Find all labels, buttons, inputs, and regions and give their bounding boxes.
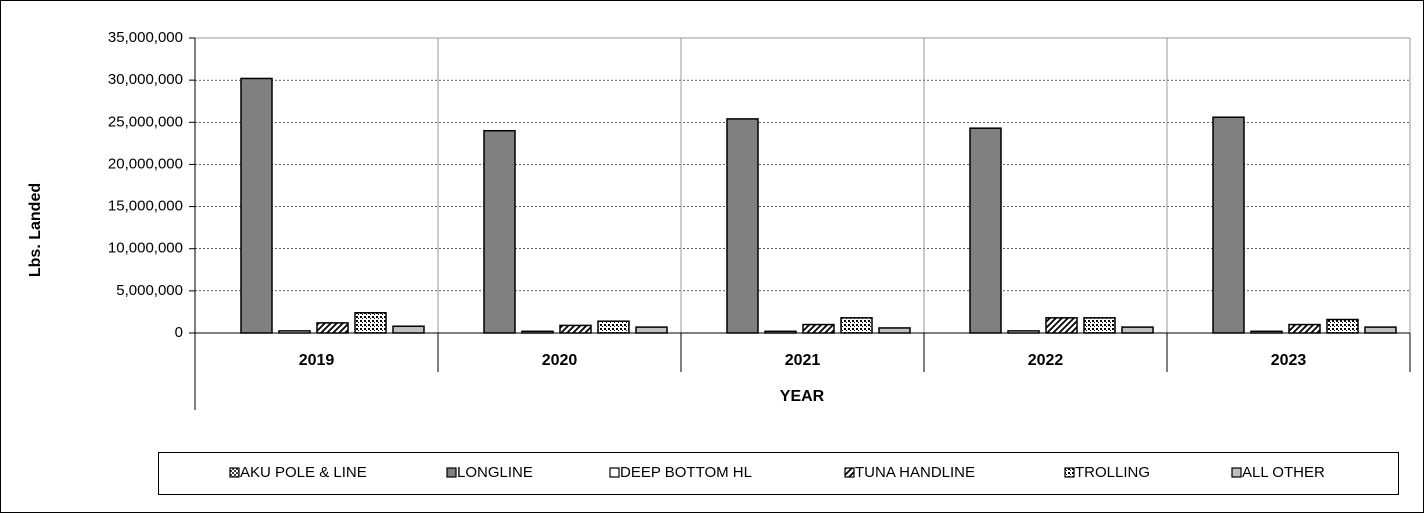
bar [635, 326, 668, 334]
x-tick-label: 2022 [1028, 352, 1064, 369]
bar [878, 327, 911, 334]
y-tick-label: 30,000,000 [108, 71, 183, 88]
bar [483, 129, 516, 334]
bar [969, 127, 1002, 334]
legend-label: TUNA HANDLINE [855, 464, 975, 481]
legend-swatch [1231, 467, 1242, 478]
y-tick-label: 15,000,000 [108, 198, 183, 215]
y-tick-label: 5,000,000 [116, 282, 183, 299]
x-tick-label: 2023 [1271, 352, 1307, 369]
y-tick-label: 20,000,000 [108, 155, 183, 172]
y-tick-label: 35,000,000 [108, 29, 183, 46]
bar [1326, 318, 1359, 334]
legend-label: TROLLING [1075, 464, 1150, 481]
legend-swatch [1064, 467, 1075, 478]
bar [840, 317, 873, 334]
legend-box [158, 452, 1399, 495]
legend-swatch [446, 467, 457, 478]
bar [802, 323, 835, 334]
x-tick-label: 2020 [542, 352, 578, 369]
legend-label: AKU POLE & LINE [240, 464, 367, 481]
y-tick-label: 25,000,000 [108, 113, 183, 130]
bar [1288, 323, 1321, 334]
y-tick-label: 10,000,000 [108, 240, 183, 257]
bar [354, 312, 387, 334]
x-tick-label: 2019 [299, 352, 335, 369]
bar [1083, 317, 1116, 334]
bar [316, 322, 349, 334]
bar [559, 324, 592, 334]
bar [1364, 326, 1397, 334]
legend-swatch [229, 467, 240, 478]
x-tick-label: 2021 [785, 352, 821, 369]
legend-swatch [844, 467, 855, 478]
y-tick-label: 0 [175, 324, 183, 341]
bar [1212, 116, 1245, 334]
bar [1121, 326, 1154, 334]
bar [240, 77, 273, 334]
legend-swatch [609, 467, 620, 478]
x-axis-label: YEAR [780, 388, 825, 405]
y-axis-label: Lbs. Landed [27, 183, 44, 277]
bar [1045, 317, 1078, 334]
bar [392, 325, 425, 334]
bar [597, 320, 630, 334]
legend-label: ALL OTHER [1242, 464, 1325, 481]
bar [726, 118, 759, 334]
legend-label: DEEP BOTTOM HL [620, 464, 752, 481]
legend-label: LONGLINE [457, 464, 533, 481]
